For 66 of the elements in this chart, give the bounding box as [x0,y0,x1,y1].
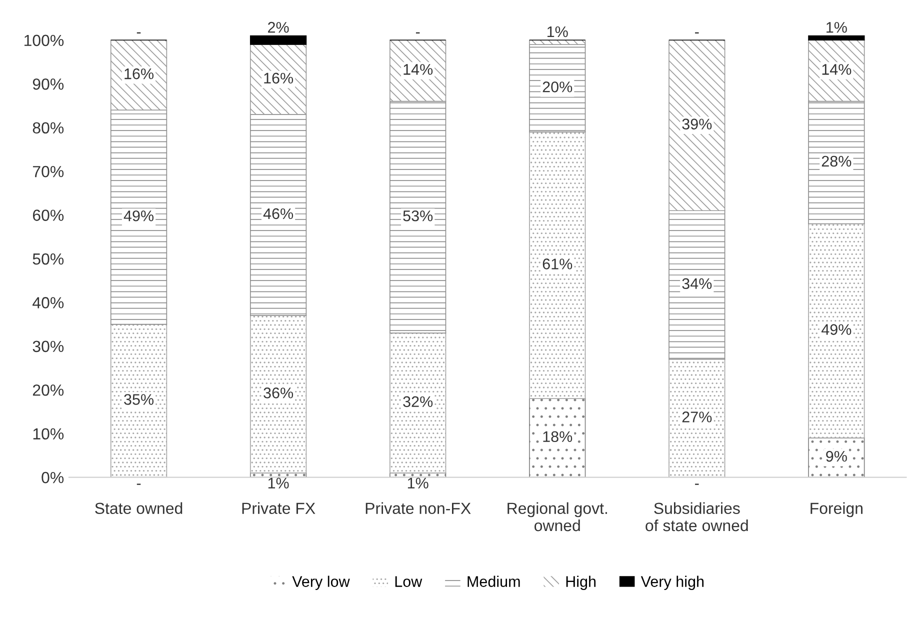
bar [390,100,446,334]
bar [250,315,307,474]
legend-label: Medium [468,576,520,587]
data-label: 49% [821,324,852,335]
y-tick-label: 80% [32,122,64,134]
legend-label: Low [395,576,422,587]
data-label: 46% [263,208,294,220]
bar [110,110,168,325]
data-label: 2% [268,22,289,33]
data-label: 28% [822,156,852,167]
y-tick-label: 100% [24,34,64,46]
x-tick-label: Subsidiaries of state owned [646,502,748,532]
data-label: - [136,32,141,34]
x-tick-label: Private non-FX [366,502,471,514]
bar [808,35,865,41]
y-tick-label: 90% [32,78,64,90]
legend-label: Very high [640,576,704,590]
data-label: - [695,484,699,485]
data-label: 16% [264,72,294,84]
data-label: 39% [682,118,712,130]
data-label: 18% [543,431,572,442]
data-label: 36% [264,388,294,398]
y-tick-label: 60% [32,210,64,221]
x-tick-label: State owned [95,502,182,514]
y-tick-label: 10% [33,428,64,440]
data-label: 1% [826,22,847,33]
data-label: 35% [124,394,154,405]
data-label: 9% [826,450,847,462]
data-label: - [136,484,141,485]
bar [668,40,726,212]
data-label: 16% [124,68,154,80]
bar [110,324,168,478]
data-label: 1% [547,26,568,38]
data-label: 61% [542,258,572,270]
x-tick-label: Regional govt. owned [508,502,607,532]
y-tick-label: 20% [32,384,64,396]
data-label: 53% [403,210,433,222]
bar [529,132,586,400]
y-tick-label: 70% [32,166,64,178]
bar [390,332,446,474]
y-tick-label: 50% [32,253,64,265]
data-label: 27% [682,412,712,422]
data-label: 32% [403,396,433,408]
data-label: 14% [822,64,852,75]
bar [250,35,307,45]
data-label: - [695,32,699,34]
legend-label: High [566,576,596,590]
bar [529,44,586,132]
data-label: - [416,32,420,34]
data-label: 1% [268,478,289,488]
y-tick-label: 30% [32,340,64,352]
y-tick-label: 0% [42,472,64,484]
bar [668,210,726,360]
x-tick-label: Private FX [242,502,316,514]
data-label: 1% [408,478,428,488]
data-label: 20% [542,82,572,92]
legend-label: Very low [292,576,350,590]
data-label: 14% [404,64,433,75]
y-tick-label: 40% [32,297,64,308]
bar [808,100,865,224]
bar [668,358,726,478]
data-label: 34% [682,278,712,290]
data-label: 49% [124,210,154,222]
bar [808,223,865,438]
x-tick-label: Foreign [810,502,862,518]
bar [250,114,307,316]
